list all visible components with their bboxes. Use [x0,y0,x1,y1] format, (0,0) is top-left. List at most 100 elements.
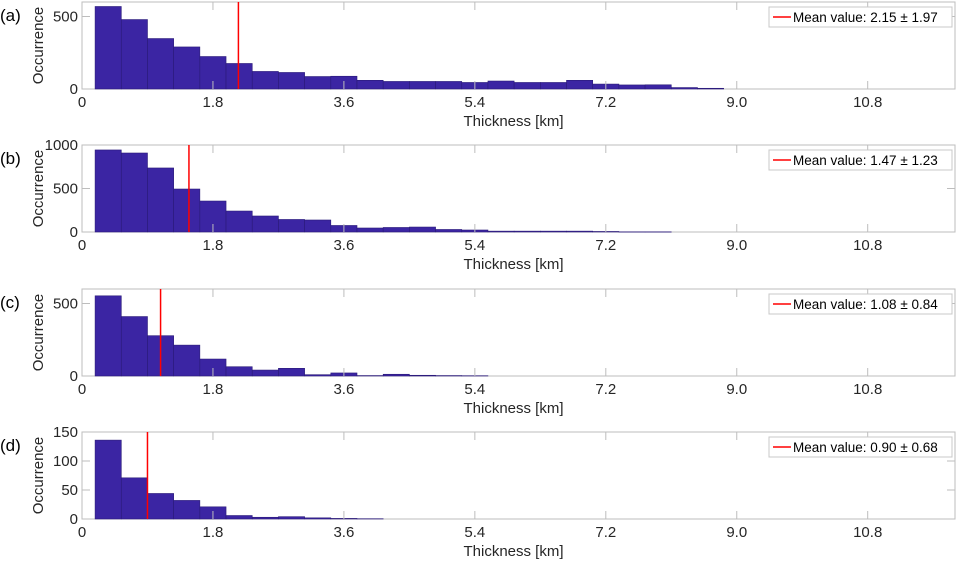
x-tick-label: 10.8 [853,524,882,541]
x-tick-label: 10.8 [853,94,882,111]
x-tick-label: 9.0 [726,524,747,541]
histogram-bar [513,82,541,90]
y-tick-label: 0 [70,511,78,528]
histogram-bar [120,477,148,520]
x-tick-label: 3.6 [333,94,354,111]
x-tick-label: 7.2 [595,524,616,541]
histogram-bar [540,82,567,90]
panel-d: 0 1.8 3.6 5.4 7.2 9.0 10.8 0 50 100 150 Thickness [… [0,424,956,560]
histogram-bar [566,80,594,90]
histogram-bar [147,38,174,90]
x-tick-label: 0 [78,524,86,541]
y-tick-label: 0 [70,81,78,98]
x-tick-label: 10.8 [853,381,882,398]
x-tick-label: 5.4 [464,381,485,398]
histogram-bar [513,230,541,233]
histogram-bar [251,71,279,90]
histogram-bar [173,500,201,520]
histogram-bar [409,81,436,90]
x-tick-label: 3.6 [333,381,354,398]
histogram-bar [225,515,253,520]
x-tick-label: 7.2 [595,381,616,398]
histogram-bar [435,229,463,233]
x-tick-label: 0 [78,237,86,254]
x-tick-label: 1.8 [203,94,224,111]
y-tick-label: 500 [53,296,78,313]
x-axis-label: Thickness [km] [463,400,563,417]
x-tick-label: 9.0 [726,381,747,398]
x-tick-label: 0 [78,94,86,111]
histogram-bar [251,369,279,377]
x-tick-label: 1.8 [203,237,224,254]
x-tick-label: 9.0 [726,237,747,254]
histogram-bar [409,226,436,233]
histogram-bar [278,368,305,377]
histogram-bar [618,84,646,90]
legend-box [768,6,953,28]
x-axis-label: Thickness [km] [463,543,563,560]
histogram-bar [644,84,672,90]
histogram-bar [278,72,305,90]
histogram-bar [382,227,410,233]
x-tick-label: 7.2 [595,237,616,254]
histogram-bar [94,295,122,377]
y-tick-label: 500 [53,181,78,198]
histogram-bar [120,316,148,377]
panel-c: 0 1.8 3.6 5.4 7.2 9.0 10.8 0 500 Thickness [km] Oc… [0,288,956,417]
histogram-bar [540,230,567,233]
panel-a: 0 1.8 3.6 5.4 7.2 9.0 10.8 0 500 Thickness [km] Oc… [0,1,956,130]
x-tick-label: 1.8 [203,381,224,398]
histogram-bar [382,373,410,377]
y-tick-label: 500 [53,9,78,26]
x-tick-label: 5.4 [464,94,485,111]
histogram-bar [147,167,174,233]
histogram-bar [487,80,515,90]
histogram-bar [566,230,594,233]
x-tick-label: 1.8 [203,524,224,541]
x-tick-label: 3.6 [333,237,354,254]
histogram-bar [304,219,332,233]
histogram-bar [173,188,201,233]
panel-label: (b) [0,149,21,168]
x-tick-label: 7.2 [595,94,616,111]
x-tick-label: 0 [78,381,86,398]
y-tick-label: 0 [70,224,78,241]
y-tick-label: 50 [61,482,78,499]
histogram-bar [304,374,332,377]
panel-label: (a) [0,6,21,25]
histogram-bar [225,210,253,233]
histogram-bar [487,230,515,233]
histogram-bar [173,46,201,90]
legend-box [768,149,953,171]
histogram-bar [304,517,332,520]
y-axis-label: Occurrence [30,294,47,372]
legend-box [768,293,953,315]
histogram-bar [670,87,698,90]
panel-label: (d) [0,436,21,455]
y-axis-label: Occurrence [30,7,47,85]
x-axis-label: Thickness [km] [463,113,563,130]
histogram-bar [304,76,332,90]
legend-text: Mean value: 1.08 ± 0.84 [793,297,938,312]
legend: Mean value: 2.15 ± 1.97 [768,6,953,28]
histogram-bar [356,227,384,233]
histogram-bar [225,366,253,377]
legend: Mean value: 1.47 ± 1.23 [768,149,953,171]
legend-box [768,436,953,458]
histogram-bar [409,374,436,377]
x-axis-label: Thickness [km] [463,256,563,273]
panel-label: (c) [0,293,20,312]
y-tick-label: 150 [53,424,78,441]
legend: Mean value: 0.90 ± 0.68 [768,436,953,458]
histogram-bar [94,149,122,233]
histogram-bar [147,493,174,520]
histogram-bar [94,439,122,520]
histogram-bar [94,6,122,90]
histogram-bar [382,81,410,90]
y-axis-label: Occurrence [30,437,47,515]
y-tick-label: 100 [53,453,78,470]
x-tick-label: 3.6 [333,524,354,541]
legend-text: Mean value: 0.90 ± 0.68 [793,440,938,455]
y-axis-label: Occurrence [30,150,47,228]
x-tick-label: 5.4 [464,524,485,541]
